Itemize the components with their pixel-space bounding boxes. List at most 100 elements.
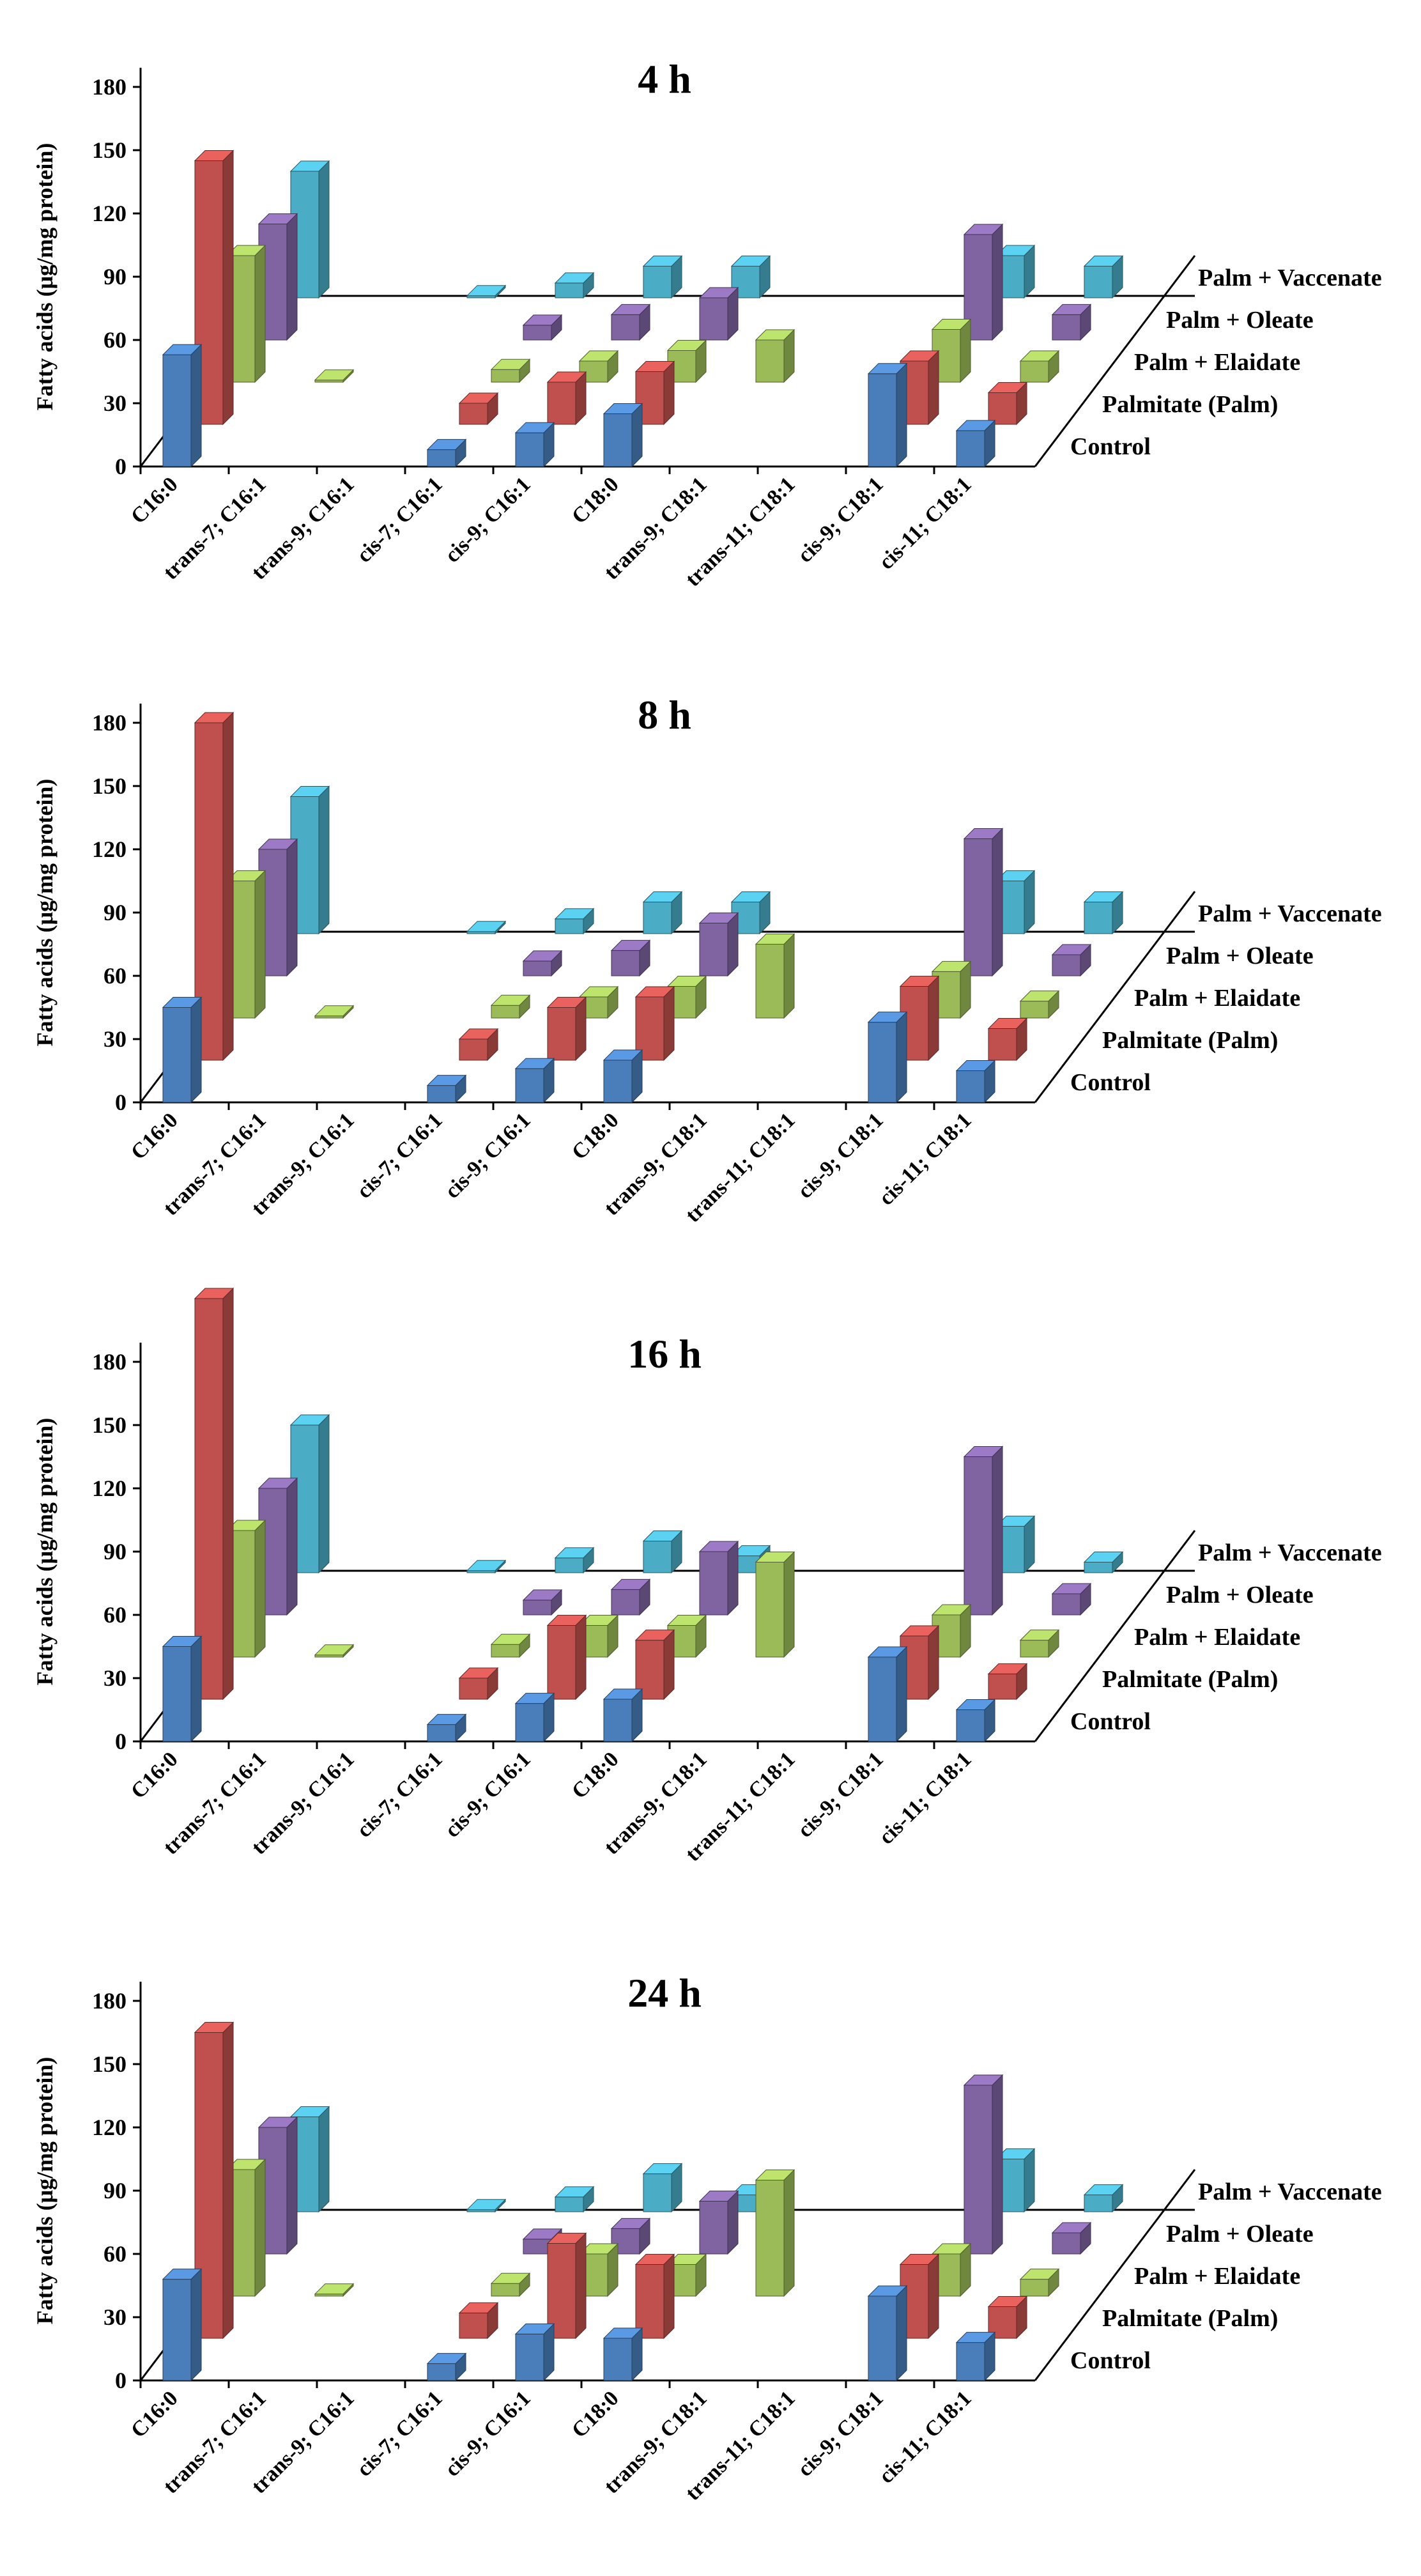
bar-front: [427, 449, 456, 467]
bar-side: [190, 2268, 202, 2382]
bar-side: [190, 996, 202, 1104]
bar-palm-oleate-cis-9-c18-1: [963, 2074, 1004, 2255]
bar-top: [963, 2074, 1004, 2086]
bar-front: [523, 960, 552, 976]
bar-top: [1019, 350, 1060, 362]
bar-top: [546, 2233, 587, 2244]
chart-panel-4-h: 4 h 0 30 60 90 120 150 180 Fatty acids (μg/mg pr…: [32, 56, 1382, 591]
bar-top: [987, 2296, 1028, 2307]
bar-top: [755, 329, 795, 341]
bar-top: [867, 1646, 908, 1658]
bar-palm-elaidate-cis-7-c16-1: [490, 994, 531, 1019]
bar-top: [458, 1028, 499, 1040]
bar-top: [554, 2186, 595, 2198]
bar-top: [755, 1552, 795, 1562]
bar-top: [955, 1060, 996, 1071]
bar-side: [992, 828, 1003, 977]
bar-palm-vaccenate-cis-7-c16-1: [554, 272, 595, 299]
category-label: cis-9; C18:1: [793, 1747, 887, 1842]
bar-top: [698, 287, 739, 298]
bar-palmitate-palm-c16-0: [194, 1287, 234, 1701]
series-label-palm-oleate: Palm + Oleate: [1166, 1582, 1314, 1608]
y-tick-label: 0: [115, 1090, 127, 1115]
bar-side: [663, 2253, 675, 2340]
bar-top: [955, 420, 996, 431]
bar-top: [426, 1075, 467, 1086]
bar-top: [634, 2254, 675, 2265]
y-tick-label: 180: [92, 710, 127, 736]
bar-palm-elaidate-trans-9-c18-1: [755, 2169, 795, 2297]
bar-top: [963, 828, 1004, 839]
bar-side: [896, 362, 907, 468]
bar-side: [222, 1287, 234, 1701]
bar-top: [522, 2228, 563, 2240]
bar-palm-elaidate-trans-7-c16-1: [314, 369, 355, 383]
bar-control-c18-0: [603, 2327, 643, 2382]
bar-front: [988, 1028, 1017, 1061]
category-label: C18:0: [567, 2386, 624, 2442]
bar-palm-vaccenate-cis-11-c18-1: [1083, 255, 1124, 299]
bar-top: [490, 359, 531, 370]
bar-side: [575, 1614, 587, 1701]
bar-front: [162, 354, 192, 467]
bar-palm-oleate-cis-11-c18-1: [1051, 943, 1092, 977]
bar-top: [931, 2243, 972, 2255]
bar-palm-oleate-c18-0: [698, 2190, 739, 2255]
chart-panel-8-h: 8 h 0 30 60 90 120 150 180 Fatty acids (μg/mg pr…: [32, 692, 1382, 1227]
bar-palmitate-palm-cis-9-c16-1: [546, 371, 587, 426]
bar-control-cis-9-c16-1: [514, 1057, 555, 1104]
bar-side: [783, 2169, 795, 2297]
y-tick-label: 60: [104, 2241, 127, 2267]
bar-top: [931, 1604, 972, 1616]
bar-front: [459, 403, 488, 425]
bar-palm-elaidate-cis-7-c16-1: [490, 2272, 531, 2297]
bar-palm-vaccenate-cis-9-c16-1: [642, 2163, 683, 2213]
category-label: cis-7; C16:1: [352, 2386, 447, 2481]
bar-side: [631, 403, 643, 468]
category-label: cis-9; C16:1: [440, 2386, 535, 2481]
bar-top: [289, 1414, 330, 1426]
bar-side: [1024, 870, 1035, 935]
bar-palm-vaccenate-cis-11-c18-1: [1083, 891, 1124, 935]
y-tick-label: 0: [115, 454, 127, 479]
bar-side: [783, 933, 795, 1019]
bar-front: [988, 392, 1017, 425]
bar-palmitate-palm-cis-11-c18-1: [987, 2295, 1028, 2340]
bar-side: [663, 985, 675, 1061]
bar-side: [318, 160, 330, 299]
bar-front: [523, 325, 552, 341]
y-tick-label: 150: [92, 773, 127, 799]
bar-top: [458, 392, 499, 404]
chart-title: 8 h: [638, 692, 691, 737]
bar-control-cis-9-c16-1: [514, 421, 555, 468]
category-label: C18:0: [567, 472, 624, 528]
bar-palm-oleate-c18-0: [698, 912, 739, 977]
series-label-control: Control: [1070, 433, 1151, 460]
y-axis-label: Fatty acids (μg/mg protein): [32, 779, 58, 1047]
bar-control-c16-0: [162, 1635, 203, 1743]
bar-top: [603, 2327, 643, 2339]
bar-top: [578, 986, 619, 998]
bar-palm-elaidate-cis-11-c18-1: [1019, 350, 1060, 383]
category-label: C18:0: [567, 1108, 624, 1164]
bar-top: [603, 1049, 643, 1061]
bar-side: [254, 1519, 266, 1658]
category-label: C16:0: [127, 472, 183, 528]
bar-palm-vaccenate-cis-9-c16-1: [642, 255, 683, 299]
bar-front: [988, 1673, 1017, 1700]
bar-palm-elaidate-trans-7-c16-1: [314, 1644, 355, 1658]
bar-top: [1083, 1552, 1124, 1562]
bar-palm-oleate-cis-11-c18-1: [1051, 304, 1092, 341]
bar-side: [896, 1646, 907, 1743]
bar-palm-elaidate-trans-9-c18-1: [755, 933, 795, 1019]
bar-front: [491, 369, 520, 383]
bar-front: [427, 1085, 456, 1103]
bar-top: [522, 950, 563, 962]
bar-control-cis-9-c16-1: [514, 1692, 555, 1743]
bar-top: [730, 891, 771, 902]
depth-axis-line-right: [1034, 1530, 1196, 1742]
bar-front: [964, 838, 993, 976]
bar-palm-vaccenate-trans-9-c16-1: [466, 284, 507, 299]
y-tick-label: 60: [104, 327, 127, 353]
bar-top: [466, 921, 507, 932]
